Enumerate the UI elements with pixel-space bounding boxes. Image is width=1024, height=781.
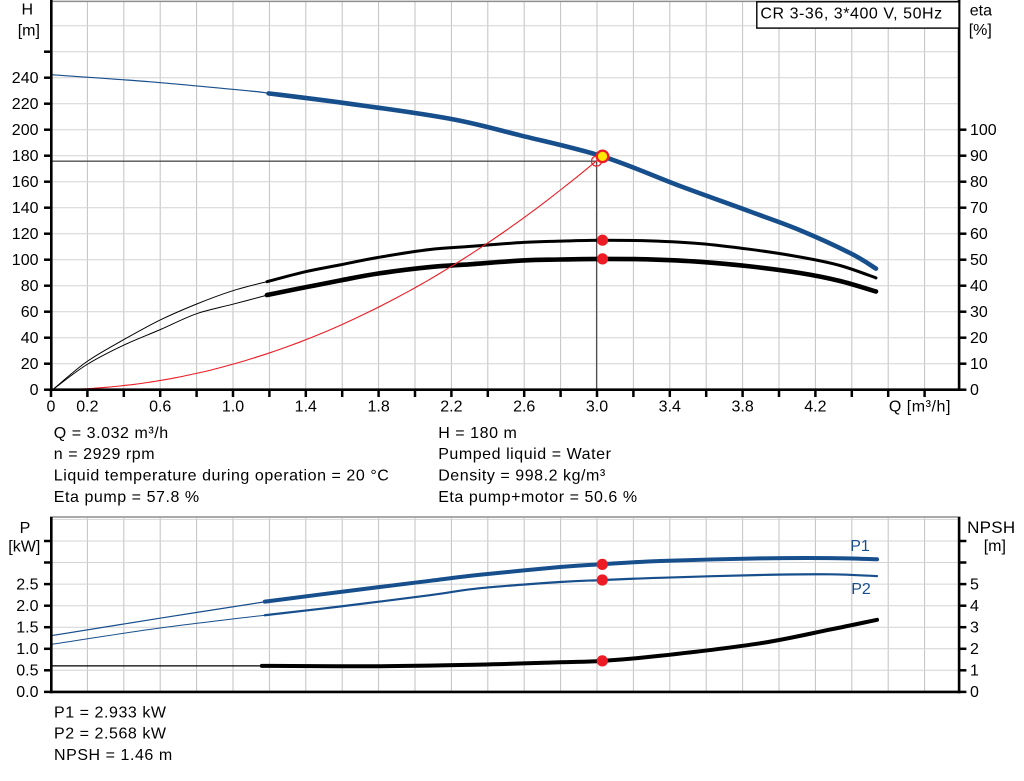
svg-text:0.5: 0.5: [16, 663, 38, 680]
svg-text:1.4: 1.4: [295, 398, 317, 415]
svg-text:0: 0: [970, 684, 979, 701]
svg-text:H: H: [22, 1, 34, 18]
svg-text:1: 1: [970, 663, 979, 680]
svg-text:[m]: [m]: [18, 22, 40, 39]
svg-text:eta: eta: [970, 2, 992, 19]
svg-text:1.8: 1.8: [367, 398, 389, 415]
svg-text:P2 = 2.568 kW: P2 = 2.568 kW: [54, 726, 167, 743]
svg-text:2.5: 2.5: [16, 576, 38, 593]
svg-text:20: 20: [970, 330, 988, 347]
svg-text:40: 40: [21, 330, 39, 347]
svg-text:3.4: 3.4: [659, 398, 681, 415]
svg-text:Q = 3.032 m³/h: Q = 3.032 m³/h: [54, 425, 169, 442]
svg-text:2.0: 2.0: [16, 598, 38, 615]
svg-text:Q [m³/h]: Q [m³/h]: [889, 398, 951, 415]
svg-text:100: 100: [12, 252, 39, 269]
svg-text:160: 160: [12, 174, 39, 191]
svg-text:40: 40: [970, 278, 988, 295]
svg-text:0: 0: [970, 382, 979, 399]
svg-text:4.2: 4.2: [804, 398, 826, 415]
svg-text:P: P: [20, 520, 31, 537]
svg-text:H = 180 m: H = 180 m: [438, 425, 517, 442]
svg-text:Eta pump+motor = 50.6 %: Eta pump+motor = 50.6 %: [438, 489, 637, 506]
svg-text:[%]: [%]: [969, 22, 992, 39]
svg-text:3.0: 3.0: [586, 398, 608, 415]
svg-text:140: 140: [12, 200, 39, 217]
svg-text:60: 60: [970, 226, 988, 243]
svg-text:[kW]: [kW]: [8, 538, 40, 555]
svg-text:4: 4: [970, 598, 979, 615]
svg-text:0: 0: [47, 398, 56, 415]
svg-text:NPSH = 1.46 m: NPSH = 1.46 m: [54, 747, 173, 764]
svg-text:1.5: 1.5: [16, 619, 38, 636]
svg-text:20: 20: [21, 356, 39, 373]
svg-text:0: 0: [30, 382, 39, 399]
svg-text:NPSH: NPSH: [967, 518, 1015, 537]
svg-text:90: 90: [970, 148, 988, 165]
svg-text:200: 200: [12, 122, 39, 139]
svg-text:1.0: 1.0: [16, 641, 38, 658]
svg-text:Density = 998.2 kg/m³: Density = 998.2 kg/m³: [438, 468, 606, 485]
svg-text:70: 70: [970, 200, 988, 217]
svg-text:n = 2929 rpm: n = 2929 rpm: [54, 446, 155, 463]
svg-text:2: 2: [970, 641, 979, 658]
svg-text:3: 3: [970, 619, 979, 636]
svg-text:10: 10: [970, 356, 988, 373]
svg-text:2.6: 2.6: [513, 398, 535, 415]
svg-text:50: 50: [970, 252, 988, 269]
svg-text:5: 5: [970, 576, 979, 593]
svg-text:80: 80: [21, 278, 39, 295]
svg-text:60: 60: [21, 304, 39, 321]
svg-text:Pumped liquid = Water: Pumped liquid = Water: [438, 446, 611, 463]
svg-text:240: 240: [12, 70, 39, 87]
svg-text:Liquid temperature during oper: Liquid temperature during operation = 20…: [54, 468, 390, 485]
svg-text:0.6: 0.6: [149, 398, 171, 415]
svg-text:1.0: 1.0: [222, 398, 244, 415]
svg-text:P1: P1: [850, 538, 870, 555]
svg-text:Eta pump = 57.8 %: Eta pump = 57.8 %: [54, 489, 200, 506]
svg-text:3.8: 3.8: [731, 398, 753, 415]
svg-text:30: 30: [970, 304, 988, 321]
svg-text:180: 180: [12, 148, 39, 165]
svg-text:CR 3-36, 3*400 V, 50Hz: CR 3-36, 3*400 V, 50Hz: [760, 6, 942, 23]
svg-text:120: 120: [12, 226, 39, 243]
svg-text:0.0: 0.0: [16, 684, 38, 701]
svg-text:100: 100: [970, 122, 997, 139]
svg-text:0.2: 0.2: [76, 398, 98, 415]
svg-text:2.2: 2.2: [440, 398, 462, 415]
svg-text:80: 80: [970, 174, 988, 191]
svg-text:P2: P2: [851, 581, 871, 598]
svg-text:220: 220: [12, 96, 39, 113]
svg-text:P1 = 2.933 kW: P1 = 2.933 kW: [54, 704, 167, 721]
svg-text:[m]: [m]: [984, 538, 1006, 555]
